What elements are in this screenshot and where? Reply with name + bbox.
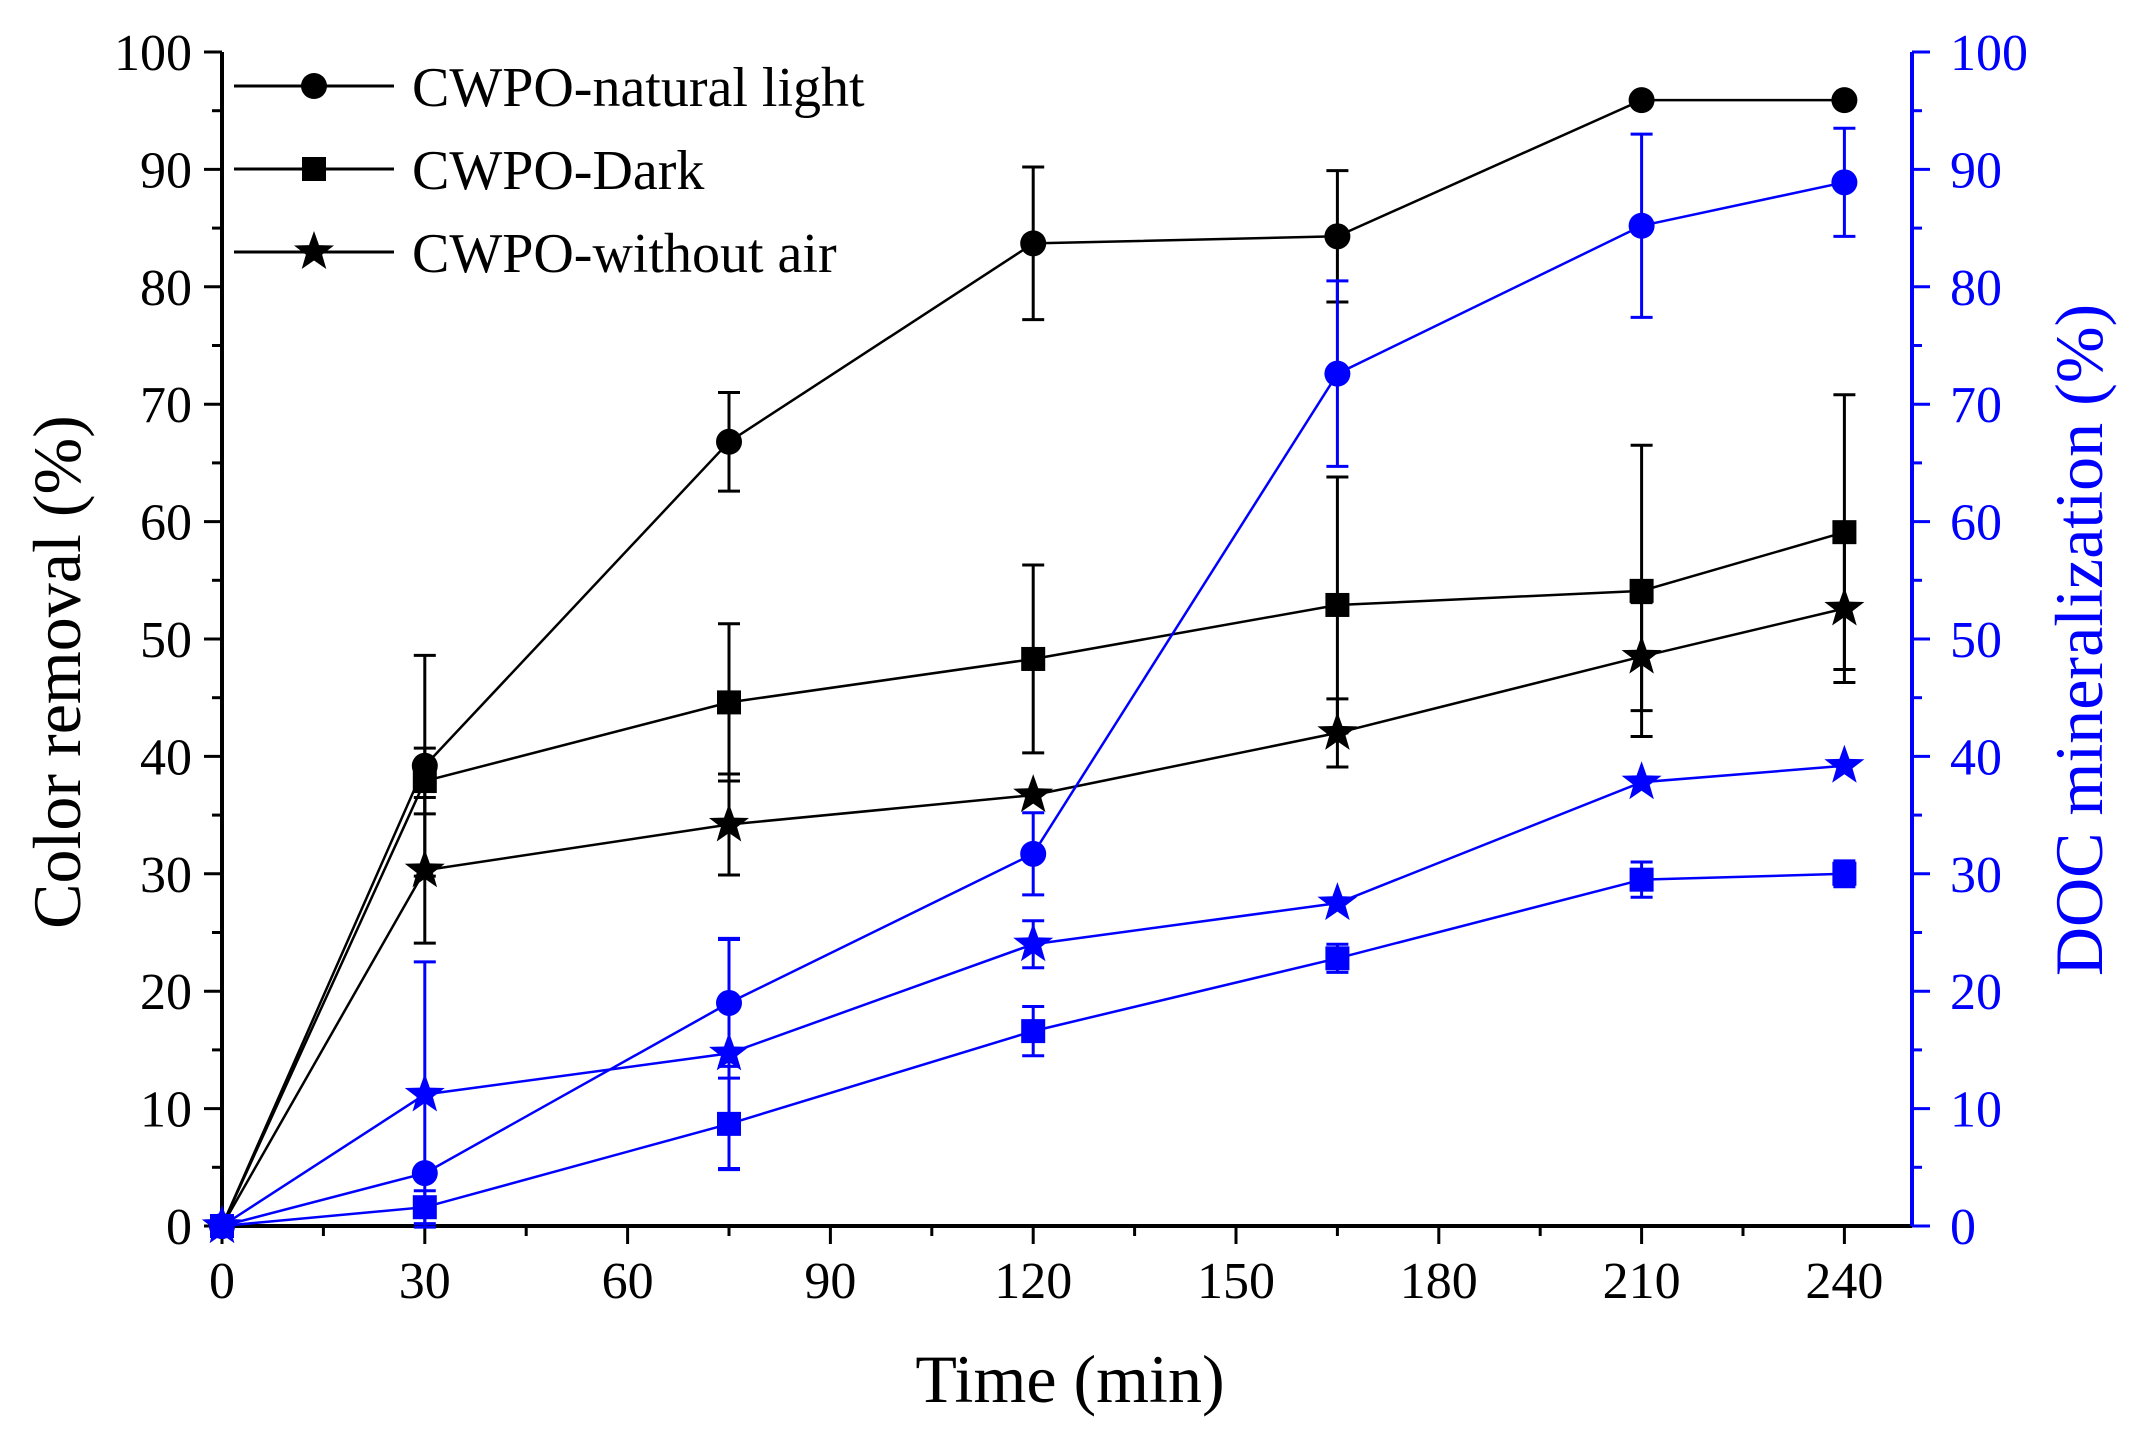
data-point-circle: [1324, 360, 1351, 387]
y-axis-right-title: DOC mineralization (%): [2041, 304, 2117, 976]
y-right-tick-label: 80: [1950, 260, 2002, 317]
y-right-tick-label: 70: [1950, 377, 2002, 434]
legend-label: CWPO-without air: [412, 223, 837, 285]
x-tick-label: 210: [1603, 1253, 1681, 1310]
legend-marker: [302, 157, 326, 181]
data-point-star: [1824, 744, 1865, 783]
legend-label: CWPO-Dark: [412, 140, 704, 202]
series-4: [210, 859, 1857, 1238]
legend-marker-circle: [301, 73, 327, 99]
x-tick-label: 240: [1805, 1253, 1883, 1310]
y-right-tick-label: 90: [1950, 142, 2002, 199]
data-point-circle: [1628, 87, 1655, 114]
data-point-circle: [1324, 223, 1351, 250]
y-left-tick-label: 50: [140, 612, 192, 669]
x-tick-label: 90: [804, 1253, 856, 1310]
data-point-square: [1325, 946, 1350, 971]
x-axis: 0 30 60 90 120 150 180 210 240: [209, 1226, 1883, 1310]
series-5: [202, 744, 1865, 1243]
data-point-circle: [1020, 840, 1047, 867]
y-left-tick-label: 100: [114, 25, 192, 82]
legend: CWPO-natural light CWPO-Dark CWPO-withou…: [234, 57, 865, 285]
y-right-tick-label: 20: [1950, 964, 2002, 1021]
x-tick-label: 60: [602, 1253, 654, 1310]
data-point-star: [1013, 923, 1054, 962]
y-right-tick-label: 60: [1950, 495, 2002, 552]
x-axis-title: Time (min): [915, 1341, 1224, 1417]
data-point-square: [412, 769, 437, 794]
legend-marker-star: [294, 231, 334, 269]
data-point-star: [1621, 761, 1662, 800]
data-point-star: [1013, 774, 1054, 813]
y-left-tick-label: 70: [140, 377, 192, 434]
series-layer: [202, 87, 1865, 1243]
x-tick-label: 120: [994, 1253, 1072, 1310]
y-right-tick-label: 40: [1950, 729, 2002, 786]
y-right-tick-label: 10: [1950, 1082, 2002, 1139]
data-point-circle: [1628, 212, 1655, 239]
data-point-circle: [716, 428, 742, 455]
y-right-tick-label: 0: [1950, 1199, 1976, 1256]
data-point-square: [1021, 646, 1046, 671]
data-point-circle: [1020, 230, 1047, 257]
data-point-circle: [1831, 169, 1858, 196]
y-axis-left: 0 10 20 30 40 50 60 70 80 90 100: [114, 25, 222, 1256]
legend-item-without-air: CWPO-without air: [234, 223, 837, 285]
series-1: [210, 393, 1857, 1238]
y-left-tick-label: 0: [166, 1199, 192, 1256]
y-axis-right: 0 10 20 30 40 50 60 70 80 90 100: [1912, 25, 2028, 1256]
data-point-square: [1629, 578, 1654, 603]
data-point-star: [1317, 711, 1358, 750]
legend-marker-square: [302, 157, 326, 181]
data-point-star: [404, 849, 445, 888]
x-tick-label: 180: [1400, 1253, 1478, 1310]
y-right-tick-label: 50: [1950, 612, 2002, 669]
legend-marker: [294, 231, 334, 269]
data-point-star: [1621, 635, 1662, 674]
data-point-square: [717, 690, 741, 715]
data-point-star: [202, 1205, 242, 1243]
y-left-tick-label: 80: [140, 260, 192, 317]
legend-item-natural-light: CWPO-natural light: [234, 57, 865, 119]
y-axis-left-title: Color removal (%): [19, 415, 95, 929]
y-left-tick-label: 10: [140, 1082, 192, 1139]
series-0: [209, 87, 1858, 1239]
data-point-star: [709, 1032, 749, 1071]
data-point-square: [1325, 592, 1350, 617]
x-tick-label: 0: [209, 1253, 235, 1310]
y-right-tick-label: 100: [1950, 25, 2028, 82]
series-2: [202, 533, 1865, 1243]
data-point-square: [1832, 861, 1857, 886]
data-point-star: [1824, 587, 1865, 626]
data-point-square: [1021, 1019, 1046, 1044]
y-left-tick-label: 90: [140, 142, 192, 199]
y-left-tick-label: 20: [140, 964, 192, 1021]
legend-label: CWPO-natural light: [412, 57, 865, 119]
legend-item-dark: CWPO-Dark: [234, 140, 704, 202]
y-right-tick-label: 30: [1950, 847, 2002, 904]
data-point-star: [1317, 882, 1358, 921]
x-tick-label: 30: [399, 1253, 451, 1310]
data-point-star: [404, 1073, 445, 1112]
x-tick-label: 150: [1197, 1253, 1275, 1310]
y-left-tick-label: 60: [140, 495, 192, 552]
data-point-circle: [1831, 87, 1858, 114]
data-point-star: [709, 803, 749, 842]
data-point-square: [1629, 867, 1654, 892]
y-left-tick-label: 40: [140, 729, 192, 786]
y-left-tick-label: 30: [140, 847, 192, 904]
legend-marker: [301, 73, 327, 99]
